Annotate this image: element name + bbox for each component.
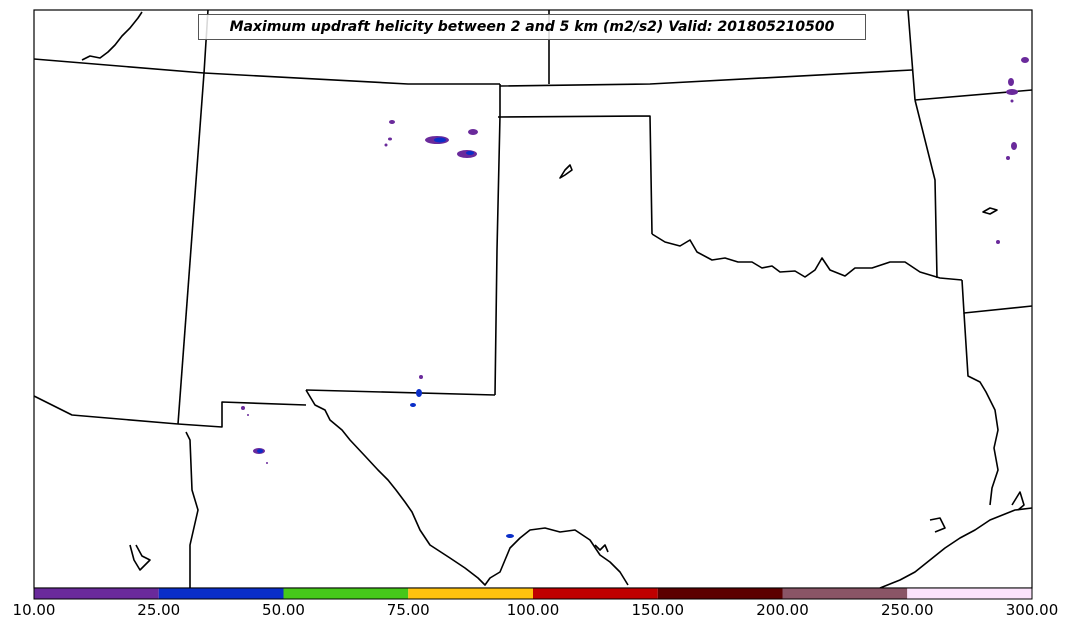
boundary-arizona-new-mexico [185,431,199,588]
boundary-new-mexico-south [177,401,307,428]
colorbar-tick-label: 300.00 [1005,601,1059,619]
colorbar [33,587,1033,600]
coastline-bay [929,517,946,533]
coastline-gulf [879,507,1033,589]
swath-mexico-1 [506,534,514,538]
swath-nm-5 [266,462,268,464]
boundary-oklahoma-texas-river [651,233,963,281]
boundary-texas-panhandle [305,389,496,396]
colorbar-tick-label: 75.00 [386,601,430,619]
boundary-utah-north [33,58,205,74]
boundary-rio-grande [305,389,629,586]
colorbar-frame [33,587,1033,600]
colorbar-segment [533,588,658,599]
colorbar-segment [907,588,1032,599]
boundary-oklahoma-arkansas [914,99,938,279]
colorbar-segment [657,588,783,599]
swath-nm-2 [247,414,249,416]
great-salt-lake [81,11,143,61]
colorbar-segment [782,588,908,599]
colorbar-tick-label: 200.00 [756,601,809,619]
coastline-galveston [1011,491,1025,511]
coastline-sea-of-cortez [129,544,151,571]
swath-texas-3 [410,403,416,407]
colorbar-segment [283,588,409,599]
boundary-texas-louisiana [963,312,999,506]
state-boundaries [33,9,1033,589]
swath-nm-4 [257,449,263,453]
colorbar-segment [158,588,284,599]
boundary-colorado-north [203,72,500,85]
boundary-colorado-kansas [494,84,501,396]
colorbar-segment [34,588,159,599]
swath-kansas-3 [384,143,388,147]
swath-missouri-3 [1006,89,1018,95]
boundary-nebraska-kansas [499,69,913,87]
coastline-texas-bay [594,544,609,553]
colorbar-tick-label: 10.00 [12,601,56,619]
lake-oklahoma [559,164,573,179]
swath-missouri-2 [1008,78,1014,86]
swath-arkansas-1 [996,240,1000,244]
colorbar-segment [408,588,533,599]
swath-missouri-6 [1006,156,1010,160]
swath-kansas-1 [389,120,395,124]
colorbar-tick-label: 25.00 [137,601,181,619]
boundary-utah-colorado [177,72,205,425]
boundary-kansas-missouri [907,9,916,101]
colorbar-tick-label: 50.00 [262,601,305,619]
colorbar-tick-label: 100.00 [506,601,560,619]
swath-texas-2 [416,389,422,397]
colorbar-tick-label: 250.00 [881,601,934,619]
swath-texas-1 [419,375,423,379]
lake-missouri [982,207,998,215]
swath-nm-1 [241,406,245,410]
swath-kansas-5 [434,137,446,143]
swath-kansas-6 [468,129,478,135]
swath-missouri-4 [1010,99,1014,103]
colorbar-tick-label: 150.00 [631,601,685,619]
map-title: Maximum updraft helicity between 2 and 5… [198,14,866,40]
helicity-swaths [241,57,1029,538]
swath-kansas-8 [466,151,474,155]
boundary-kansas-oklahoma [497,115,653,235]
swath-missouri-5 [1011,142,1017,150]
swath-missouri-1 [1021,57,1029,63]
boundary-nevada-arizona [33,395,179,425]
map-frame [33,9,1033,589]
swath-kansas-2 [388,137,392,141]
